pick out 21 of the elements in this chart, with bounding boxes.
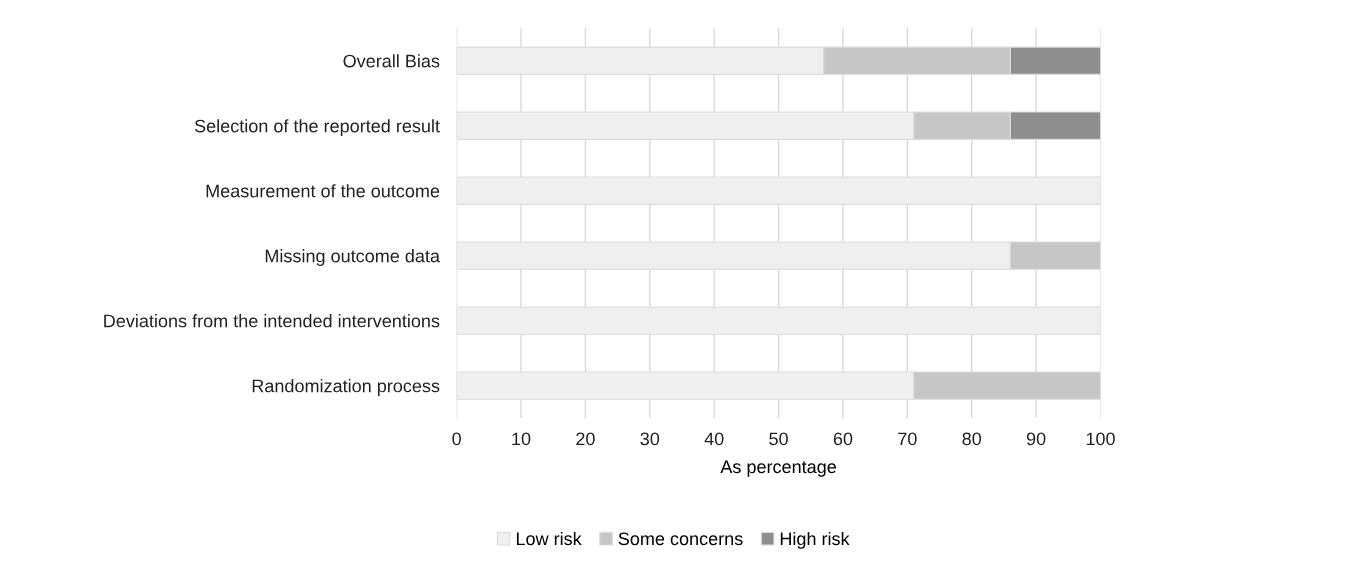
y-tick-label: Overall Bias xyxy=(343,54,440,68)
x-tick-label: 10 xyxy=(512,432,531,446)
legend-label: Some concerns xyxy=(618,532,743,546)
x-tick-label: 40 xyxy=(704,432,724,446)
x-tick-label: 80 xyxy=(962,432,982,446)
x-tick-label: 30 xyxy=(640,432,660,446)
legend-label: Low risk xyxy=(516,531,582,546)
y-tick-label: Missing outcome data xyxy=(265,249,440,266)
y-tick-label: Randomization process xyxy=(252,379,440,396)
x-tick-label: 70 xyxy=(898,432,917,446)
legend-label: High risk xyxy=(780,531,850,549)
x-axis-title: As percentage xyxy=(720,460,836,477)
x-tick-label: 100 xyxy=(1086,432,1115,446)
y-tick-label: Measurement of the outcome xyxy=(206,184,440,198)
x-tick-label: 0 xyxy=(452,432,461,446)
x-tick-label: 90 xyxy=(1026,432,1046,446)
x-tick-label: 50 xyxy=(769,432,788,446)
x-tick-label: 20 xyxy=(576,432,595,446)
x-tick-label: 60 xyxy=(833,432,853,446)
y-tick-label: Deviations from the intended interventions xyxy=(104,314,440,328)
y-tick-label: Selection of the reported result xyxy=(194,119,440,136)
